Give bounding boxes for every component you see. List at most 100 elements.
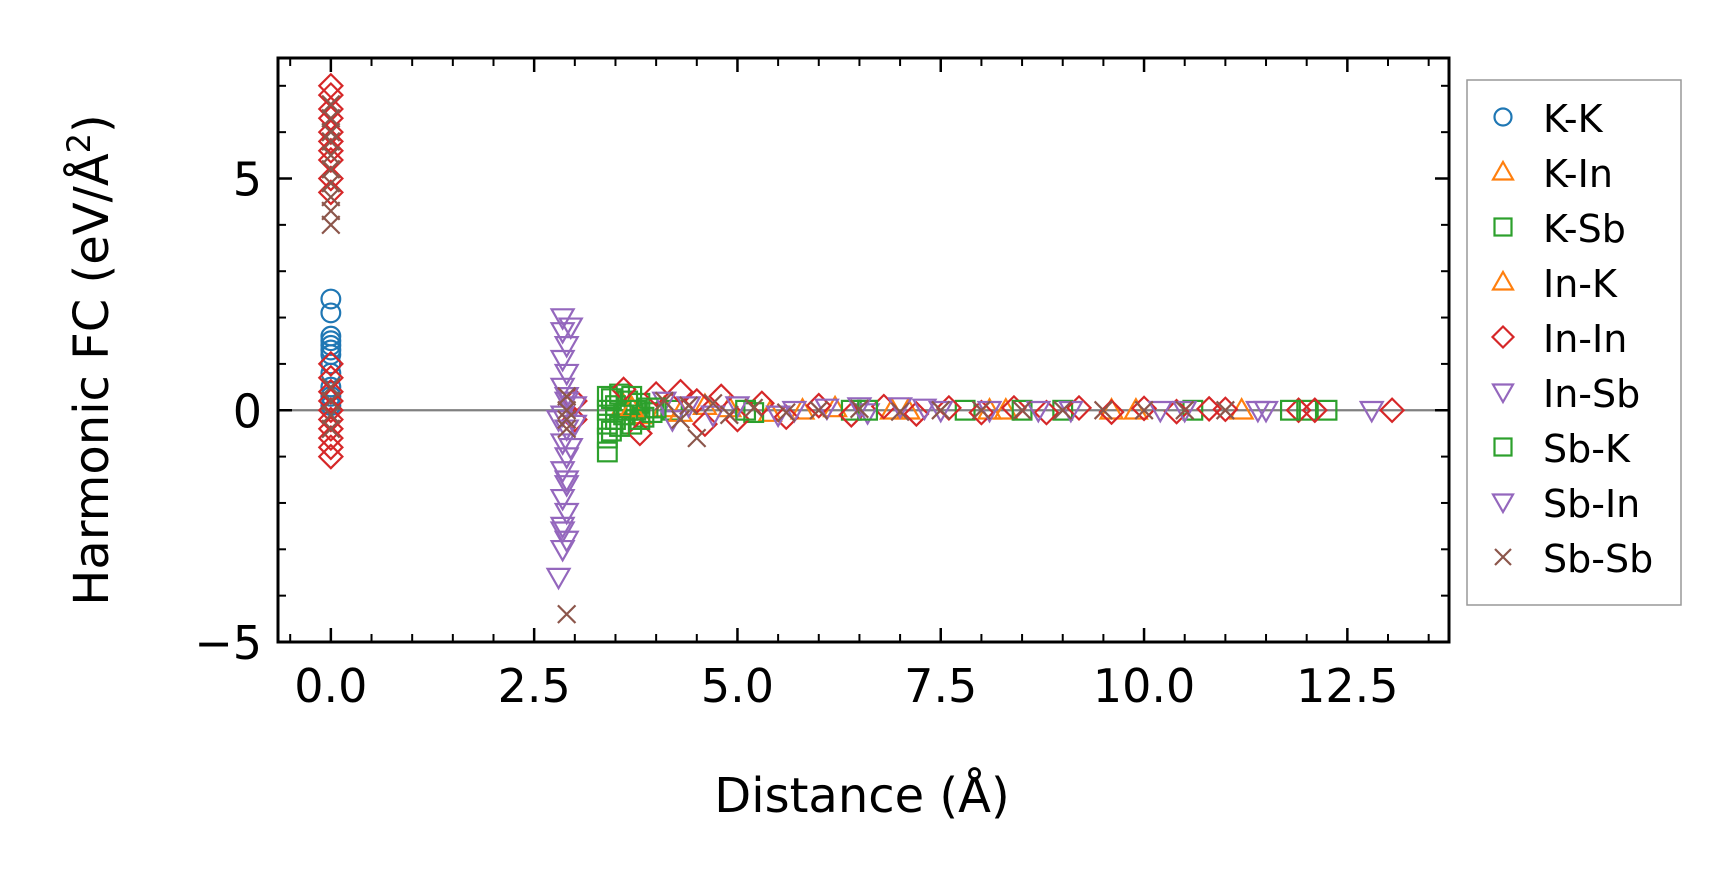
data-point <box>724 396 751 419</box>
plot-area <box>278 58 1449 642</box>
x-tick-label: 7.5 <box>904 659 977 713</box>
data-point <box>887 397 913 420</box>
data-point <box>1245 400 1271 424</box>
data-point <box>651 391 678 415</box>
data-point <box>1065 394 1093 422</box>
data-point <box>1279 399 1301 421</box>
legend-label: Sb-K <box>1543 427 1631 471</box>
data-point <box>549 521 576 544</box>
legend-label: In-In <box>1543 317 1627 361</box>
legend-marker <box>1491 493 1515 515</box>
data-point <box>687 428 707 448</box>
legend-entry: K-K <box>1493 97 1604 141</box>
data-point <box>781 400 808 424</box>
data-point <box>1296 399 1318 421</box>
data-point <box>321 145 341 165</box>
data-point <box>903 400 930 428</box>
legend-entry: K-Sb <box>1493 207 1626 251</box>
legend-marker <box>1493 217 1513 237</box>
axis-ticks: 0.0 2.5 5.0 7.5 10.0 12.5 −5 0 5 <box>194 58 1449 713</box>
data-point <box>321 131 341 152</box>
data-point <box>629 409 651 430</box>
x-tick-label: 2.5 <box>498 659 571 713</box>
legend-entry: In-Sb <box>1491 372 1640 416</box>
data-point <box>645 397 667 419</box>
data-point <box>609 383 630 405</box>
data-point <box>553 336 580 359</box>
data-point <box>703 393 723 413</box>
legend-label: In-Sb <box>1543 372 1640 416</box>
data-point <box>557 317 584 341</box>
data-point <box>321 159 341 179</box>
data-point <box>317 146 344 174</box>
legend-marker <box>1491 269 1515 291</box>
data-point <box>553 502 580 526</box>
legend-entry: Sb-K <box>1493 427 1631 471</box>
data-point <box>773 404 800 431</box>
data-point <box>927 400 954 424</box>
legend-marker <box>1493 107 1513 127</box>
data-point <box>971 400 991 420</box>
data-point <box>317 378 344 405</box>
data-point <box>549 433 576 456</box>
data-point <box>557 604 577 624</box>
y-axis-label-close: ) <box>64 114 120 133</box>
data-point <box>596 441 618 463</box>
x-tick-label: 12.5 <box>1296 659 1398 713</box>
data-point <box>321 187 341 207</box>
data-point <box>557 419 577 439</box>
data-point <box>809 400 829 420</box>
data-point <box>679 396 699 416</box>
data-point <box>846 397 873 420</box>
data-point <box>321 391 341 411</box>
data-point <box>1025 400 1052 424</box>
data-point <box>557 386 577 406</box>
data-point <box>849 399 870 419</box>
x-tick-label: 0.0 <box>294 659 367 713</box>
data-point <box>317 415 344 442</box>
data-point <box>1033 399 1060 426</box>
x-axis-label: Distance (Å) <box>714 767 1009 824</box>
data-point <box>317 387 344 415</box>
data-point <box>954 399 976 421</box>
legend-entry: Sb-In <box>1491 482 1640 526</box>
data-point <box>321 201 341 221</box>
data-point <box>931 400 951 420</box>
plot-frame <box>276 56 1451 644</box>
data-point <box>317 406 344 433</box>
data-point <box>321 173 341 193</box>
data-point <box>553 363 580 387</box>
series-sb-sb <box>321 94 1235 624</box>
data-point <box>557 409 577 430</box>
legend-label: Sb-In <box>1543 482 1640 526</box>
data-point <box>670 409 691 430</box>
data-point <box>1134 400 1154 420</box>
data-point <box>321 108 341 128</box>
legend-label: K-Sb <box>1543 207 1626 251</box>
data-point <box>1098 399 1125 426</box>
legend-marker <box>1490 324 1516 350</box>
data-point <box>553 386 580 410</box>
legend-box <box>1466 79 1682 606</box>
data-point <box>968 399 995 426</box>
data-point <box>549 516 576 540</box>
data-point <box>1378 397 1406 424</box>
data-point <box>621 385 643 407</box>
y-axis-label-main: Harmonic FC (eV/Å <box>63 153 120 606</box>
y-axis-label: Harmonic FC (eV/Å2) <box>60 114 120 606</box>
data-point <box>317 119 344 146</box>
y-tick-label: 5 <box>233 153 262 207</box>
data-point <box>317 443 344 470</box>
data-marks <box>317 72 1406 624</box>
data-point <box>320 353 342 375</box>
y-tick-label: −5 <box>194 616 262 670</box>
data-point <box>545 567 572 591</box>
series-k-k <box>320 288 342 417</box>
data-point <box>744 398 764 418</box>
legend-entry: K-In <box>1491 152 1613 196</box>
data-point <box>675 396 702 419</box>
data-point <box>321 377 341 397</box>
legend: K-K K-In K-Sb In-K In-In In-Sb Sb-K Sb-In Sb-Sb <box>1466 79 1682 606</box>
data-point <box>320 362 342 384</box>
